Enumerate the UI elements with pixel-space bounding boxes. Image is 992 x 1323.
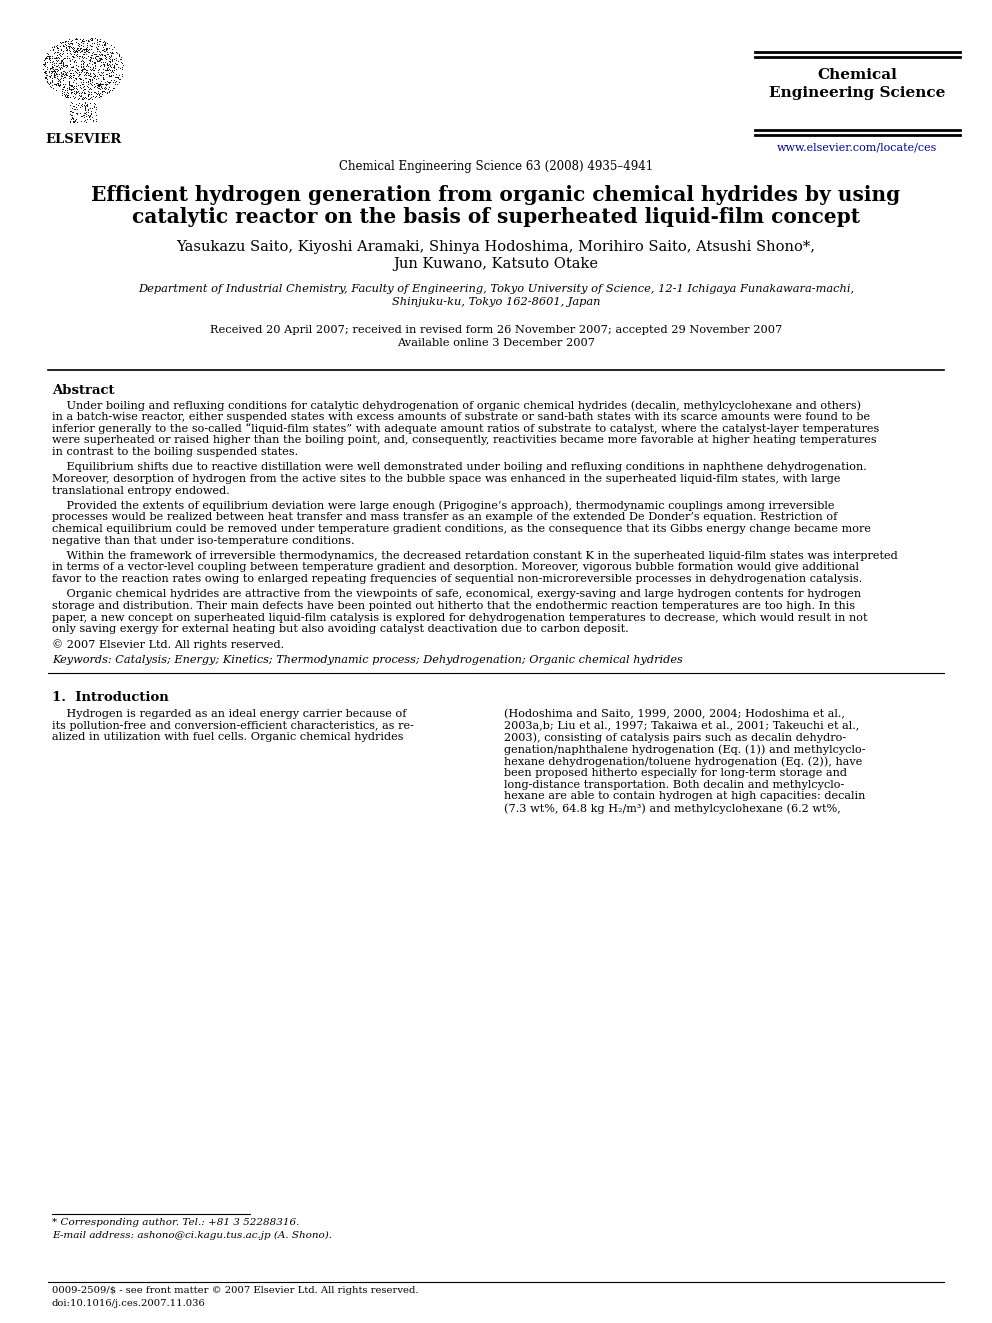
Text: Chemical: Chemical	[817, 67, 897, 82]
Text: 2003a,b; Liu et al., 1997; Takaiwa et al., 2001; Takeuchi et al.,: 2003a,b; Liu et al., 1997; Takaiwa et al…	[504, 721, 859, 730]
Text: Chemical Engineering Science 63 (2008) 4935–4941: Chemical Engineering Science 63 (2008) 4…	[339, 160, 653, 173]
Text: negative than that under iso-temperature conditions.: negative than that under iso-temperature…	[52, 536, 354, 546]
Text: Within the framework of irreversible thermodynamics, the decreased retardation c: Within the framework of irreversible the…	[52, 550, 898, 561]
Text: 2003), consisting of catalysis pairs such as decalin dehydro-: 2003), consisting of catalysis pairs suc…	[504, 733, 846, 744]
Text: Under boiling and refluxing conditions for catalytic dehydrogenation of organic : Under boiling and refluxing conditions f…	[52, 400, 861, 410]
Text: E-mail address: ashono@ci.kagu.tus.ac.jp (A. Shono).: E-mail address: ashono@ci.kagu.tus.ac.jp…	[52, 1230, 332, 1240]
Text: favor to the reaction rates owing to enlarged repeating frequencies of sequentia: favor to the reaction rates owing to enl…	[52, 574, 862, 585]
Text: 1.  Introduction: 1. Introduction	[52, 691, 169, 704]
Text: in terms of a vector-level coupling between temperature gradient and desorption.: in terms of a vector-level coupling betw…	[52, 562, 859, 573]
Text: Shinjuku-ku, Tokyo 162-8601, Japan: Shinjuku-ku, Tokyo 162-8601, Japan	[392, 296, 600, 307]
Text: alized in utilization with fuel cells. Organic chemical hydrides: alized in utilization with fuel cells. O…	[52, 733, 404, 742]
Text: storage and distribution. Their main defects have been pointed out hitherto that: storage and distribution. Their main def…	[52, 601, 855, 611]
Text: inferior generally to the so-called “liquid-film states” with adequate amount ra: inferior generally to the so-called “liq…	[52, 423, 879, 434]
Text: Keywords: Catalysis; Energy; Kinetics; Thermodynamic process; Dehydrogenation; O: Keywords: Catalysis; Energy; Kinetics; T…	[52, 655, 682, 665]
Text: * Corresponding author. Tel.: +81 3 52288316.: * Corresponding author. Tel.: +81 3 5228…	[52, 1218, 300, 1226]
Text: translational entropy endowed.: translational entropy endowed.	[52, 486, 230, 496]
Text: www.elsevier.com/locate/ces: www.elsevier.com/locate/ces	[777, 143, 937, 153]
Text: Provided the extents of equilibrium deviation were large enough (Prigogine’s app: Provided the extents of equilibrium devi…	[52, 500, 834, 511]
Text: genation/naphthalene hydrogenation (Eq. (1)) and methylcyclo-: genation/naphthalene hydrogenation (Eq. …	[504, 745, 865, 754]
Text: were superheated or raised higher than the boiling point, and, consequently, rea: were superheated or raised higher than t…	[52, 435, 877, 446]
Text: Moreover, desorption of hydrogen from the active sites to the bubble space was e: Moreover, desorption of hydrogen from th…	[52, 474, 840, 484]
Text: (7.3 wt%, 64.8 kg H₂/m³) and methylcyclohexane (6.2 wt%,: (7.3 wt%, 64.8 kg H₂/m³) and methylcyclo…	[504, 803, 841, 814]
Text: paper, a new concept on superheated liquid-film catalysis is explored for dehydr: paper, a new concept on superheated liqu…	[52, 613, 867, 623]
Text: Abstract: Abstract	[52, 384, 114, 397]
Text: long-distance transportation. Both decalin and methylcyclo-: long-distance transportation. Both decal…	[504, 779, 844, 790]
Text: doi:10.1016/j.ces.2007.11.036: doi:10.1016/j.ces.2007.11.036	[52, 1299, 205, 1308]
Text: processes would be realized between heat transfer and mass transfer as an exampl: processes would be realized between heat…	[52, 512, 837, 523]
Text: Department of Industrial Chemistry, Faculty of Engineering, Tokyo University of : Department of Industrial Chemistry, Facu…	[138, 284, 854, 294]
Text: been proposed hitherto especially for long-term storage and: been proposed hitherto especially for lo…	[504, 767, 847, 778]
Text: Equilibrium shifts due to reactive distillation were well demonstrated under boi: Equilibrium shifts due to reactive disti…	[52, 462, 867, 472]
Text: Organic chemical hydrides are attractive from the viewpoints of safe, economical: Organic chemical hydrides are attractive…	[52, 589, 861, 599]
Text: Yasukazu Saito, Kiyoshi Aramaki, Shinya Hodoshima, Morihiro Saito, Atsushi Shono: Yasukazu Saito, Kiyoshi Aramaki, Shinya …	[177, 239, 815, 254]
Text: Jun Kuwano, Katsuto Otake: Jun Kuwano, Katsuto Otake	[394, 257, 598, 271]
Text: 0009-2509/$ - see front matter © 2007 Elsevier Ltd. All rights reserved.: 0009-2509/$ - see front matter © 2007 El…	[52, 1286, 419, 1295]
Text: Hydrogen is regarded as an ideal energy carrier because of: Hydrogen is regarded as an ideal energy …	[52, 709, 407, 718]
Text: hexane dehydrogenation/toluene hydrogenation (Eq. (2)), have: hexane dehydrogenation/toluene hydrogena…	[504, 755, 862, 766]
Text: (Hodoshima and Saito, 1999, 2000, 2004; Hodoshima et al.,: (Hodoshima and Saito, 1999, 2000, 2004; …	[504, 709, 845, 720]
Text: © 2007 Elsevier Ltd. All rights reserved.: © 2007 Elsevier Ltd. All rights reserved…	[52, 639, 284, 650]
Text: ELSEVIER: ELSEVIER	[45, 134, 121, 146]
Text: its pollution-free and conversion-efficient characteristics, as re-: its pollution-free and conversion-effici…	[52, 721, 414, 730]
Text: catalytic reactor on the basis of superheated liquid-film concept: catalytic reactor on the basis of superh…	[132, 206, 860, 228]
Text: in contrast to the boiling suspended states.: in contrast to the boiling suspended sta…	[52, 447, 299, 458]
Text: in a batch-wise reactor, either suspended states with excess amounts of substrat: in a batch-wise reactor, either suspende…	[52, 411, 870, 422]
Text: hexane are able to contain hydrogen at high capacities: decalin: hexane are able to contain hydrogen at h…	[504, 791, 865, 802]
Text: Received 20 April 2007; received in revised form 26 November 2007; accepted 29 N: Received 20 April 2007; received in revi…	[210, 325, 782, 335]
Text: Engineering Science: Engineering Science	[769, 86, 945, 101]
Text: Efficient hydrogen generation from organic chemical hydrides by using: Efficient hydrogen generation from organ…	[91, 185, 901, 205]
Text: only saving exergy for external heating but also avoiding catalyst deactivation : only saving exergy for external heating …	[52, 624, 629, 635]
Text: Available online 3 December 2007: Available online 3 December 2007	[397, 337, 595, 348]
Text: chemical equilibrium could be removed under temperature gradient conditions, as : chemical equilibrium could be removed un…	[52, 524, 871, 534]
